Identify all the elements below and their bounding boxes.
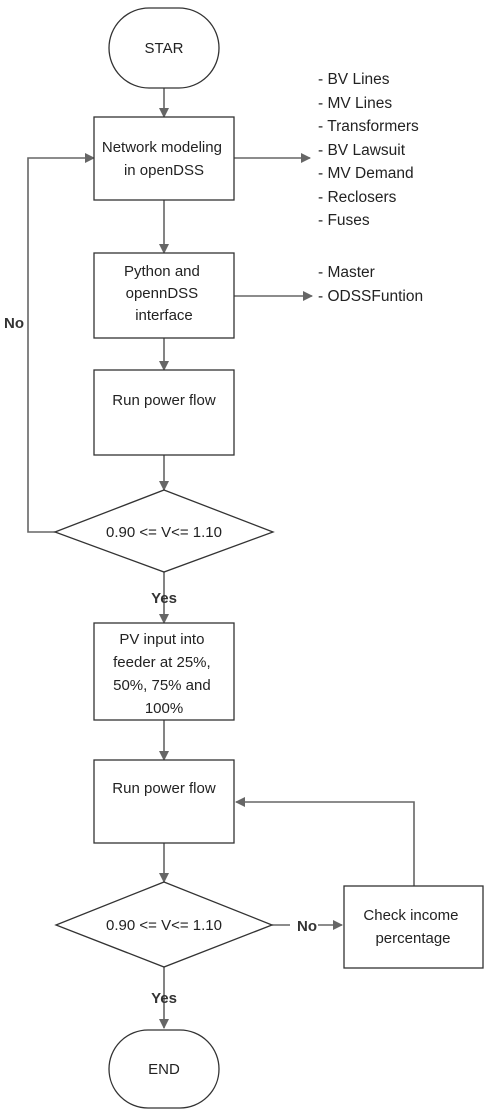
svg-text:Python and opennDSS: Python and opennDSS interface: [124, 263, 204, 324]
end-label: END: [148, 1061, 180, 1078]
network-components-note: - BV Lines - MV Lines - Transformers - B…: [318, 68, 419, 233]
run-power-flow-node-2: Run power flow: [93, 759, 235, 844]
svg-text:Check income percentage: Check income percentage: [363, 907, 462, 947]
voltage-condition-1: 0.90 <= V<= 1.10: [53, 489, 275, 573]
python-line-2: opennDSS: [126, 285, 199, 302]
no-label-2: No: [297, 918, 317, 935]
python-interface-node: Python and opennDSS interface: [93, 252, 235, 339]
pv-line-1: PV input into: [119, 631, 204, 648]
voltage-condition-2: 0.90 <= V<= 1.10: [54, 881, 274, 968]
note-item: - MV Lines: [318, 94, 393, 112]
arrow-check-loop: [235, 797, 415, 886]
network-modeling-node: Network modeling in openDSS: [93, 116, 235, 201]
run-power-flow-node-1: Run power flow: [93, 369, 235, 456]
start-node: STAR: [108, 7, 220, 89]
check-income-node: Check income percentage: [343, 885, 484, 969]
arrow-no-loop: [27, 153, 95, 533]
python-line-3: interface: [135, 307, 193, 324]
no-loop-label: No: [4, 315, 24, 332]
check-line-1: Check income: [363, 907, 458, 924]
yes-label-2: Yes: [151, 990, 177, 1007]
note-item: - BV Lines: [318, 71, 390, 88]
python-line-1: Python and: [124, 263, 200, 280]
note-item: - ODSSFuntion: [318, 287, 424, 305]
start-label: STAR: [145, 40, 184, 57]
pv-input-node: PV input into feeder at 25%, 50%, 75% an…: [93, 622, 235, 721]
note-item: - MV Demand: [318, 165, 414, 182]
cond1-label: 0.90 <= V<= 1.10: [106, 524, 222, 541]
svg-text:PV input into feeder at: PV input into feeder at 25%, 50%, 75% an…: [113, 631, 215, 717]
note-item: - Transformers: [318, 118, 419, 135]
svg-text:Network modeling in open: Network modeling in openDSS: [102, 139, 226, 179]
network-line-2: in openDSS: [124, 162, 204, 179]
pv-line-4: 100%: [145, 700, 183, 717]
pv-line-2: feeder at 25%,: [113, 654, 211, 671]
pv-line-3: 50%, 75% and: [113, 677, 211, 694]
check-line-2: percentage: [375, 930, 450, 947]
note-item: - Reclosers: [318, 188, 397, 206]
end-node: END: [108, 1029, 220, 1109]
python-functions-note: - Master - ODSSFuntion: [318, 261, 423, 308]
cond2-label: 0.90 <= V<= 1.10: [106, 917, 222, 934]
note-item: - Master: [318, 264, 375, 281]
run1-label: Run power flow: [112, 392, 216, 409]
run2-label: Run power flow: [112, 780, 216, 797]
note-item: - Fuses: [318, 212, 370, 229]
yes-label-1: Yes: [151, 590, 177, 607]
note-item: - BV Lawsuit: [318, 141, 406, 159]
network-line-1: Network modeling: [102, 139, 222, 156]
connectors: [27, 88, 415, 1029]
